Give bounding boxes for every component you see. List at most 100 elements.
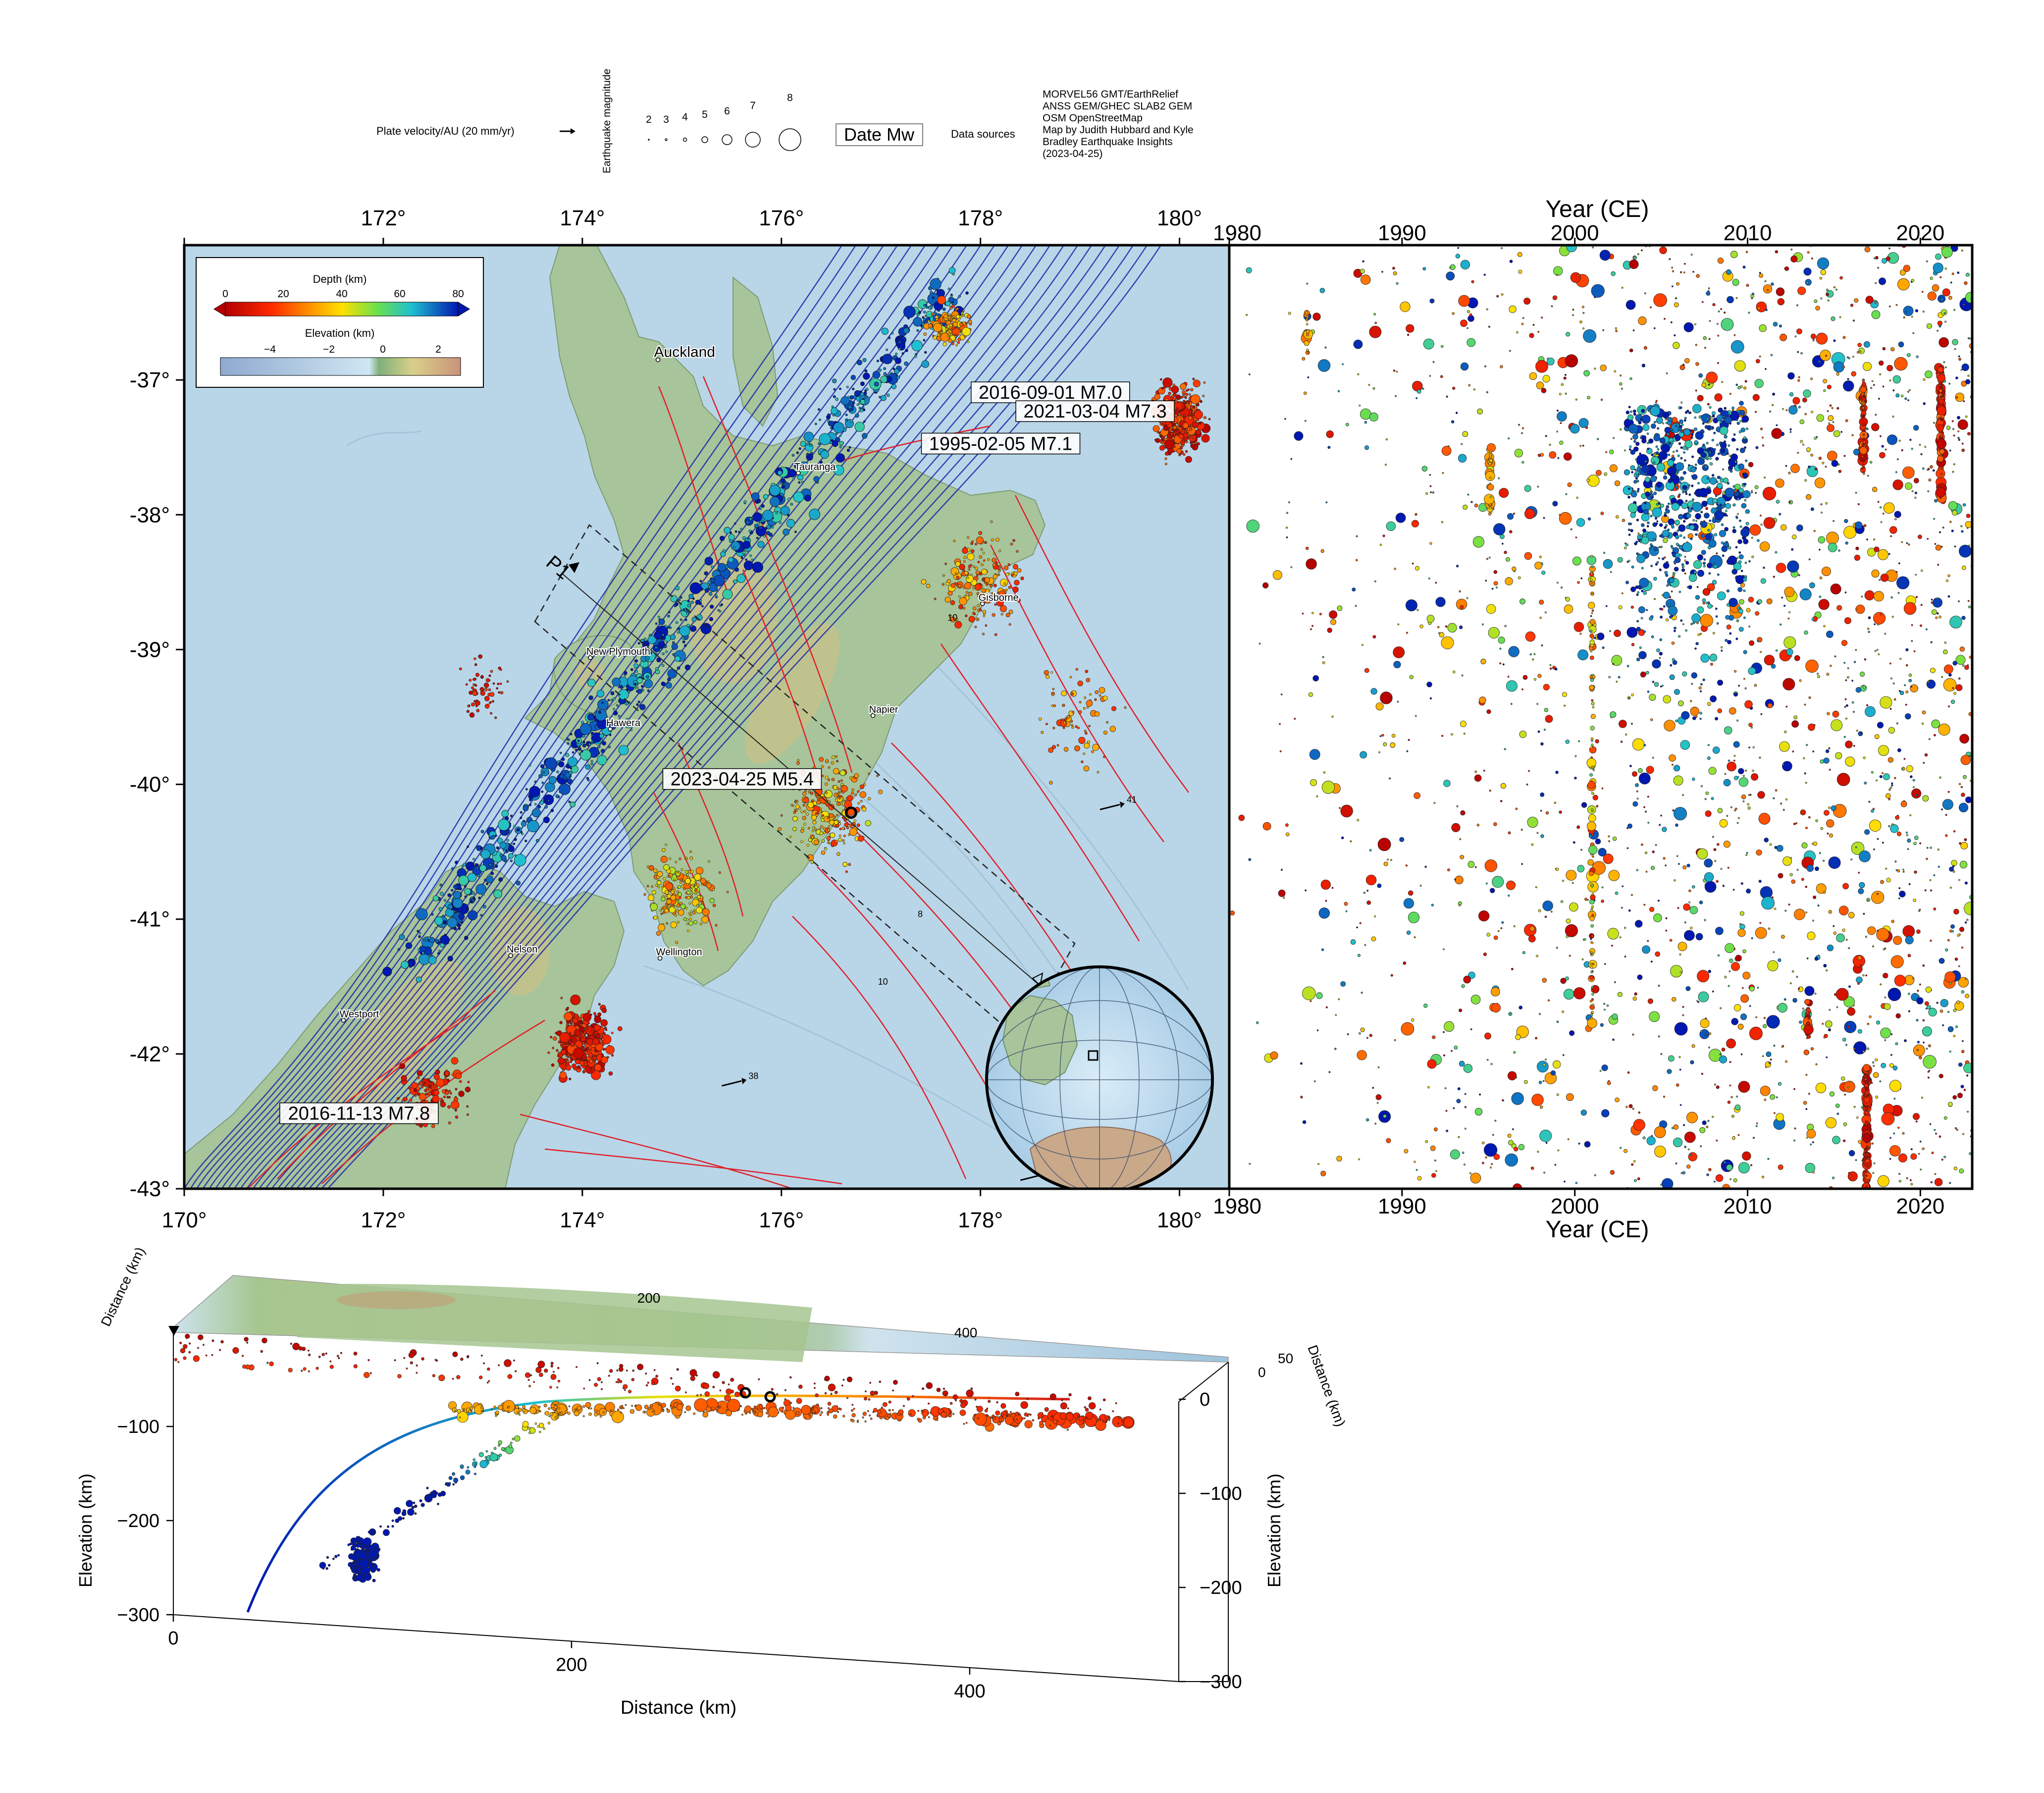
earthquake-mark bbox=[1290, 458, 1293, 460]
earthquake-mark bbox=[1079, 701, 1082, 704]
earthquake-mark bbox=[1649, 1011, 1660, 1022]
earthquake-mark bbox=[1869, 461, 1873, 464]
earthquake-mark bbox=[962, 547, 968, 554]
earthquake-mark bbox=[1913, 650, 1916, 652]
city-marker-icon bbox=[341, 1018, 346, 1023]
earthquake-mark bbox=[849, 395, 854, 400]
earthquake-mark bbox=[1445, 1109, 1448, 1112]
earthquake-mark bbox=[447, 1105, 451, 1109]
earthquake-mark bbox=[1379, 735, 1382, 738]
earthquake-mark bbox=[758, 526, 763, 530]
earthquake-mark bbox=[1427, 1059, 1437, 1069]
earthquake-mark bbox=[1845, 1044, 1847, 1046]
earthquake-mark bbox=[1456, 598, 1467, 610]
earthquake-mark bbox=[1818, 457, 1822, 460]
earthquake-mark bbox=[1760, 713, 1763, 715]
earthquake-mark bbox=[610, 691, 615, 695]
earthquake-mark bbox=[819, 433, 831, 445]
earthquake-mark bbox=[601, 1038, 605, 1041]
earthquake-mark bbox=[984, 541, 987, 544]
earthquake-mark bbox=[1720, 868, 1723, 870]
earthquake-mark bbox=[591, 1026, 594, 1028]
earthquake-mark bbox=[1499, 647, 1502, 650]
earthquake-mark bbox=[458, 913, 465, 920]
earthquake-mark bbox=[1928, 1007, 1937, 1017]
earthquake-mark bbox=[1924, 446, 1927, 448]
earthquake-mark bbox=[1539, 617, 1542, 619]
earthquake-mark bbox=[582, 1069, 585, 1072]
earthquake-mark bbox=[1751, 773, 1759, 781]
earthquake-mark bbox=[580, 1023, 582, 1026]
earthquake-mark bbox=[1889, 379, 1891, 382]
earthquake-mark bbox=[1544, 915, 1547, 918]
earthquake-mark bbox=[1882, 385, 1885, 388]
earthquake-mark bbox=[967, 577, 969, 579]
earthquake-mark bbox=[521, 821, 527, 827]
city-marker-icon bbox=[655, 357, 661, 363]
earthquake-mark bbox=[1586, 478, 1590, 482]
earthquake-mark bbox=[1759, 756, 1761, 759]
earthquake-mark bbox=[577, 739, 580, 742]
velocity-arrow-icon bbox=[560, 128, 576, 134]
earthquake-mark bbox=[1734, 1105, 1741, 1110]
earthquake-mark bbox=[1790, 255, 1798, 263]
earthquake-mark bbox=[472, 857, 475, 861]
earthquake-mark bbox=[1833, 361, 1844, 373]
earthquake-mark bbox=[797, 463, 800, 466]
elevation-color-bar bbox=[220, 357, 461, 376]
earthquake-mark bbox=[1469, 1172, 1471, 1174]
earthquake-mark bbox=[1284, 418, 1286, 420]
earthquake-mark bbox=[1746, 284, 1749, 287]
earthquake-mark bbox=[1178, 433, 1184, 439]
earthquake-mark bbox=[1696, 1000, 1698, 1002]
earthquake-mark bbox=[1592, 794, 1598, 800]
earthquake-mark bbox=[1427, 1086, 1430, 1089]
earthquake-mark bbox=[1939, 615, 1941, 619]
earthquake-mark bbox=[1872, 1061, 1875, 1064]
slab-contour bbox=[196, 245, 871, 1189]
earthquake-mark bbox=[1017, 568, 1022, 573]
earthquake-mark bbox=[1563, 452, 1572, 461]
earthquake-mark bbox=[1372, 1087, 1374, 1089]
earthquake-mark bbox=[1306, 558, 1317, 570]
earthquake-mark bbox=[1908, 543, 1910, 546]
earthquake-mark bbox=[1586, 396, 1590, 400]
magnitude-legend: 2 3 4 5 6 78 bbox=[646, 92, 801, 151]
earthquake-mark bbox=[1708, 383, 1710, 386]
earthquake-mark bbox=[857, 802, 860, 805]
earthquake-mark bbox=[544, 799, 547, 802]
earthquake-mark bbox=[859, 791, 867, 798]
earthquake-mark bbox=[1621, 387, 1623, 390]
earthquake-mark bbox=[1693, 560, 1702, 569]
earthquake-mark bbox=[689, 917, 692, 921]
earthquake-mark bbox=[1875, 1058, 1878, 1061]
earthquake-mark bbox=[664, 890, 669, 895]
earthquake-mark bbox=[1565, 976, 1569, 981]
earthquake-mark bbox=[1887, 757, 1893, 763]
earthquake-mark bbox=[1697, 395, 1704, 402]
event-label-box bbox=[921, 432, 1081, 455]
earthquake-mark bbox=[560, 997, 563, 1000]
earthquake-mark bbox=[648, 865, 654, 871]
earthquake-mark bbox=[891, 384, 897, 389]
earthquake-mark bbox=[537, 804, 541, 809]
earthquake-mark bbox=[1960, 1085, 1964, 1089]
place-label: Westport bbox=[340, 1009, 379, 1020]
earthquake-mark bbox=[958, 295, 961, 298]
earthquake-mark bbox=[1686, 1164, 1691, 1169]
earthquake-mark bbox=[1422, 267, 1426, 270]
earthquake-mark bbox=[1691, 1044, 1695, 1048]
earthquake-mark bbox=[434, 1086, 438, 1090]
earthquake-mark bbox=[671, 643, 678, 650]
earthquake-mark bbox=[817, 465, 821, 470]
earthquake-mark bbox=[1738, 685, 1740, 687]
earthquake-mark bbox=[959, 597, 967, 605]
earthquake-mark bbox=[478, 654, 483, 659]
earthquake-mark bbox=[1545, 1142, 1548, 1144]
earthquake-mark bbox=[861, 433, 868, 439]
earthquake-mark bbox=[863, 391, 867, 395]
earthquake-mark bbox=[1928, 478, 1932, 482]
earthquake-mark bbox=[1851, 371, 1857, 377]
earthquake-mark bbox=[1868, 800, 1871, 803]
earthquake-mark bbox=[964, 571, 969, 576]
